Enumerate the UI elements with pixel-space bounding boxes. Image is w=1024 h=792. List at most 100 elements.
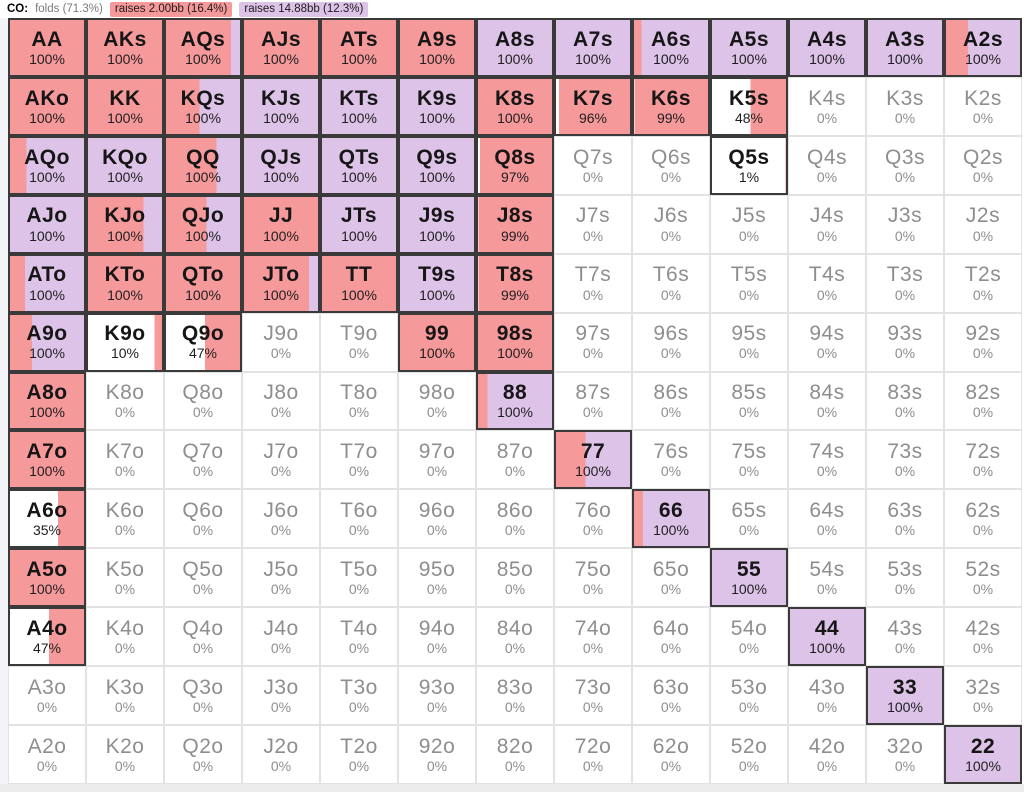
cell-J7o[interactable]: J7o 0% — [242, 430, 320, 490]
cell-KQo[interactable]: KQo 100% — [86, 135, 164, 195]
cell-J5s[interactable]: J5s 0% — [710, 194, 788, 254]
cell-84o[interactable]: 84o 0% — [476, 607, 554, 667]
cell-95s[interactable]: 95s 0% — [710, 312, 788, 372]
cell-52o[interactable]: 52o 0% — [710, 725, 788, 784]
cell-AKo[interactable]: AKo 100% — [8, 76, 86, 136]
cell-J4o[interactable]: J4o 0% — [242, 607, 320, 667]
cell-A8s[interactable]: A8s 100% — [476, 18, 554, 77]
cell-J9s[interactable]: J9s 100% — [398, 194, 476, 254]
cell-74s[interactable]: 74s 0% — [788, 430, 866, 490]
cell-63o[interactable]: 63o 0% — [632, 666, 710, 726]
cell-K2s[interactable]: K2s 0% — [944, 76, 1022, 136]
cell-QJs[interactable]: QJs 100% — [242, 135, 320, 195]
cell-92o[interactable]: 92o 0% — [398, 725, 476, 784]
cell-A7o[interactable]: A7o 100% — [8, 430, 86, 490]
cell-T8o[interactable]: T8o 0% — [320, 371, 398, 431]
cell-Q8s[interactable]: Q8s 97% — [476, 135, 554, 195]
cell-83o[interactable]: 83o 0% — [476, 666, 554, 726]
cell-T9o[interactable]: T9o 0% — [320, 312, 398, 372]
cell-53s[interactable]: 53s 0% — [866, 548, 944, 608]
cell-A7s[interactable]: A7s 100% — [554, 18, 632, 77]
cell-T5o[interactable]: T5o 0% — [320, 548, 398, 608]
cell-Q6o[interactable]: Q6o 0% — [164, 489, 242, 549]
cell-A4o[interactable]: A4o 47% — [8, 607, 86, 667]
cell-T6s[interactable]: T6s 0% — [632, 253, 710, 313]
cell-73s[interactable]: 73s 0% — [866, 430, 944, 490]
horizontal-scrollbar-track[interactable] — [0, 784, 1024, 792]
cell-65o[interactable]: 65o 0% — [632, 548, 710, 608]
cell-95o[interactable]: 95o 0% — [398, 548, 476, 608]
cell-J3o[interactable]: J3o 0% — [242, 666, 320, 726]
cell-J4s[interactable]: J4s 0% — [788, 194, 866, 254]
cell-T8s[interactable]: T8s 99% — [476, 253, 554, 313]
cell-54s[interactable]: 54s 0% — [788, 548, 866, 608]
cell-J5o[interactable]: J5o 0% — [242, 548, 320, 608]
cell-66[interactable]: 66 100% — [632, 489, 710, 549]
cell-92s[interactable]: 92s 0% — [944, 312, 1022, 372]
cell-TT[interactable]: TT 100% — [320, 253, 398, 313]
cell-AA[interactable]: AA 100% — [8, 18, 86, 77]
legend-raise-small-chip[interactable]: raises 2.00bb (16.4%) — [109, 1, 233, 17]
cell-87s[interactable]: 87s 0% — [554, 371, 632, 431]
cell-53o[interactable]: 53o 0% — [710, 666, 788, 726]
cell-J3s[interactable]: J3s 0% — [866, 194, 944, 254]
cell-43s[interactable]: 43s 0% — [866, 607, 944, 667]
cell-97o[interactable]: 97o 0% — [398, 430, 476, 490]
cell-74o[interactable]: 74o 0% — [554, 607, 632, 667]
cell-A3s[interactable]: A3s 100% — [866, 18, 944, 77]
cell-J2o[interactable]: J2o 0% — [242, 725, 320, 784]
cell-54o[interactable]: 54o 0% — [710, 607, 788, 667]
cell-QQ[interactable]: QQ 100% — [164, 135, 242, 195]
cell-94s[interactable]: 94s 0% — [788, 312, 866, 372]
cell-64s[interactable]: 64s 0% — [788, 489, 866, 549]
cell-T4s[interactable]: T4s 0% — [788, 253, 866, 313]
cell-K8s[interactable]: K8s 100% — [476, 76, 554, 136]
cell-A6o[interactable]: A6o 35% — [8, 489, 86, 549]
cell-K5s[interactable]: K5s 48% — [710, 76, 788, 136]
cell-Q3o[interactable]: Q3o 0% — [164, 666, 242, 726]
cell-A2o[interactable]: A2o 0% — [8, 725, 86, 784]
cell-76o[interactable]: 76o 0% — [554, 489, 632, 549]
cell-96o[interactable]: 96o 0% — [398, 489, 476, 549]
cell-JTo[interactable]: JTo 100% — [242, 253, 320, 313]
cell-J7s[interactable]: J7s 0% — [554, 194, 632, 254]
cell-T3o[interactable]: T3o 0% — [320, 666, 398, 726]
cell-44[interactable]: 44 100% — [788, 607, 866, 667]
cell-99[interactable]: 99 100% — [398, 312, 476, 372]
cell-86s[interactable]: 86s 0% — [632, 371, 710, 431]
cell-32s[interactable]: 32s 0% — [944, 666, 1022, 726]
cell-97s[interactable]: 97s 0% — [554, 312, 632, 372]
cell-K9o[interactable]: K9o 10% — [86, 312, 164, 372]
cell-A3o[interactable]: A3o 0% — [8, 666, 86, 726]
cell-77[interactable]: 77 100% — [554, 430, 632, 490]
cell-Q3s[interactable]: Q3s 0% — [866, 135, 944, 195]
cell-83s[interactable]: 83s 0% — [866, 371, 944, 431]
cell-T9s[interactable]: T9s 100% — [398, 253, 476, 313]
cell-T2o[interactable]: T2o 0% — [320, 725, 398, 784]
cell-63s[interactable]: 63s 0% — [866, 489, 944, 549]
cell-Q7o[interactable]: Q7o 0% — [164, 430, 242, 490]
cell-93s[interactable]: 93s 0% — [866, 312, 944, 372]
cell-42o[interactable]: 42o 0% — [788, 725, 866, 784]
cell-K6s[interactable]: K6s 99% — [632, 76, 710, 136]
cell-J6o[interactable]: J6o 0% — [242, 489, 320, 549]
cell-KK[interactable]: KK 100% — [86, 76, 164, 136]
cell-AQs[interactable]: AQs 100% — [164, 18, 242, 77]
cell-AJs[interactable]: AJs 100% — [242, 18, 320, 77]
cell-KQs[interactable]: KQs 100% — [164, 76, 242, 136]
cell-Q9o[interactable]: Q9o 47% — [164, 312, 242, 372]
cell-T3s[interactable]: T3s 0% — [866, 253, 944, 313]
cell-Q4o[interactable]: Q4o 0% — [164, 607, 242, 667]
cell-QTs[interactable]: QTs 100% — [320, 135, 398, 195]
cell-T6o[interactable]: T6o 0% — [320, 489, 398, 549]
cell-JTs[interactable]: JTs 100% — [320, 194, 398, 254]
cell-KTo[interactable]: KTo 100% — [86, 253, 164, 313]
cell-85o[interactable]: 85o 0% — [476, 548, 554, 608]
cell-Q8o[interactable]: Q8o 0% — [164, 371, 242, 431]
cell-KJo[interactable]: KJo 100% — [86, 194, 164, 254]
cell-Q4s[interactable]: Q4s 0% — [788, 135, 866, 195]
cell-A9o[interactable]: A9o 100% — [8, 312, 86, 372]
cell-85s[interactable]: 85s 0% — [710, 371, 788, 431]
cell-K6o[interactable]: K6o 0% — [86, 489, 164, 549]
cell-55[interactable]: 55 100% — [710, 548, 788, 608]
